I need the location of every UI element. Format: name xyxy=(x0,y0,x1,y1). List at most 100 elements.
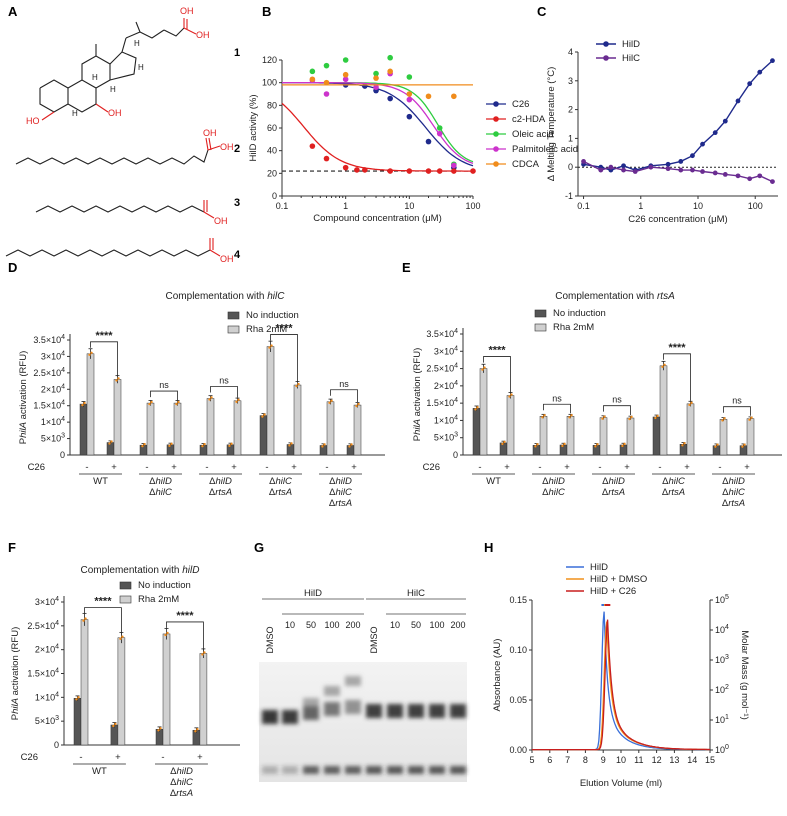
legend-label-c26: C26 xyxy=(512,99,529,110)
significance-bracket xyxy=(166,621,204,651)
data-point xyxy=(721,419,724,422)
bar-rha xyxy=(626,417,635,456)
fit-curve-c26 xyxy=(282,82,474,167)
point-c26 xyxy=(425,138,432,145)
y-tick-label: 5×103 xyxy=(434,432,458,443)
y-tick-label: 5×103 xyxy=(35,715,59,726)
h-label-3: H xyxy=(110,85,116,94)
panel-g-gel: HilD HilC DMSO 10 50 100 200 DMSO 10 50 100 200 xyxy=(259,588,467,782)
data-point xyxy=(630,415,633,419)
y-axis-label: HilD activity (%) xyxy=(248,94,259,161)
point-oleic-acid xyxy=(309,68,316,75)
data-point xyxy=(84,617,87,620)
c26-sign: - xyxy=(205,462,208,473)
data-point xyxy=(603,415,606,418)
y-axis-label: Absorbance (AU) xyxy=(492,639,503,712)
data-point xyxy=(501,442,504,446)
x-tick-label: 15 xyxy=(705,755,715,765)
group-label: ΔhilD xyxy=(170,766,193,777)
panel-letter-e: E xyxy=(402,260,411,275)
legend-label-oleic-acid: Oleic acid xyxy=(512,129,554,140)
bar-rha xyxy=(266,346,275,456)
y-tick-label: 1.5×104 xyxy=(426,397,458,408)
data-point xyxy=(750,416,753,419)
bar-rha xyxy=(539,416,548,456)
y-right-tick-label: 102 xyxy=(715,684,729,695)
group-label: ΔhilC xyxy=(269,476,292,487)
point-hilc xyxy=(712,170,718,176)
c26-sign: + xyxy=(624,462,630,473)
bar-rha xyxy=(86,353,95,456)
carboxyl-oh-label: OH xyxy=(196,30,210,40)
data-point xyxy=(683,442,686,445)
point-hilc xyxy=(735,173,741,179)
panel-e-chart: 0 5×103 1×104 1.5×104 2×104 2.5×104 3×104 3.5×1… xyxy=(412,291,782,509)
trace-hild-c26 xyxy=(532,619,710,751)
y-tick-label: 3×104 xyxy=(35,596,59,607)
data-point xyxy=(723,417,726,420)
y-tick-label: 3×104 xyxy=(434,345,458,356)
point-hild xyxy=(735,98,741,104)
group-label: WT xyxy=(92,766,107,777)
data-point xyxy=(601,417,604,420)
data-point xyxy=(570,414,573,417)
data-point xyxy=(112,724,115,728)
panel-letter-h: H xyxy=(484,540,493,555)
carboxyl-oxygen-label: OH xyxy=(180,6,194,16)
data-point xyxy=(503,440,506,444)
data-point xyxy=(748,418,751,421)
legend-swatch-rha xyxy=(119,595,132,604)
data-point xyxy=(141,444,144,448)
x-tick-label: 100 xyxy=(748,201,763,211)
legend-label-rha: Rha 2mM xyxy=(553,322,594,333)
bar-rha xyxy=(659,365,668,456)
data-point xyxy=(561,444,564,448)
data-point xyxy=(157,729,160,732)
x-tick-label: 12 xyxy=(652,755,662,765)
legend-swatch-no-induction xyxy=(534,309,547,318)
group-label: ΔrtsA xyxy=(662,487,685,498)
y-tick-label: 2×104 xyxy=(434,380,458,391)
data-point xyxy=(357,402,360,406)
data-point xyxy=(228,444,231,448)
y-tick-label: 4 xyxy=(568,47,573,57)
data-point xyxy=(148,402,151,406)
data-point xyxy=(230,442,233,446)
y-tick-label: 80 xyxy=(267,100,277,110)
data-point xyxy=(237,398,240,401)
panel-title: Complementation with hilD xyxy=(81,565,200,576)
compound-4-chain xyxy=(5,249,211,257)
c26-sign: - xyxy=(478,462,481,473)
y-axis-label: Δ Melting Temperature (°C) xyxy=(546,67,557,182)
bar-rha xyxy=(686,403,695,456)
gel-lane-label: 50 xyxy=(306,620,316,630)
data-point xyxy=(295,384,298,388)
bar-rha xyxy=(293,384,302,456)
significance-label: ns xyxy=(159,380,169,390)
y-right-tick-label: 103 xyxy=(715,654,729,665)
compound-2-chain xyxy=(15,149,209,165)
y-tick-label: 0 xyxy=(60,450,65,460)
legend-label-cdca: CDCA xyxy=(512,159,540,170)
bar-no-induction xyxy=(73,698,82,746)
bar-rha xyxy=(599,417,608,456)
y-axis-label-right: Molar Mass (g mol⁻¹) xyxy=(739,630,750,719)
data-point xyxy=(117,377,120,380)
data-point xyxy=(261,415,264,418)
c26-sign: + xyxy=(115,752,121,763)
data-point xyxy=(268,346,271,349)
point-palmitoleic-acid xyxy=(451,162,457,169)
group-label: ΔhilC xyxy=(149,487,172,498)
bar-rha xyxy=(479,368,488,456)
bar-rha xyxy=(117,637,126,746)
data-point xyxy=(348,445,351,448)
x-tick-label: 0.1 xyxy=(276,201,289,211)
y-tick-label: 0.15 xyxy=(509,595,527,605)
bar-no-induction xyxy=(259,415,268,456)
gel-band-upper xyxy=(345,700,361,714)
data-point xyxy=(568,416,571,419)
h-label-5: H xyxy=(134,39,140,48)
data-point xyxy=(203,651,206,654)
h-label-4: H xyxy=(72,109,78,118)
data-point xyxy=(177,400,180,404)
